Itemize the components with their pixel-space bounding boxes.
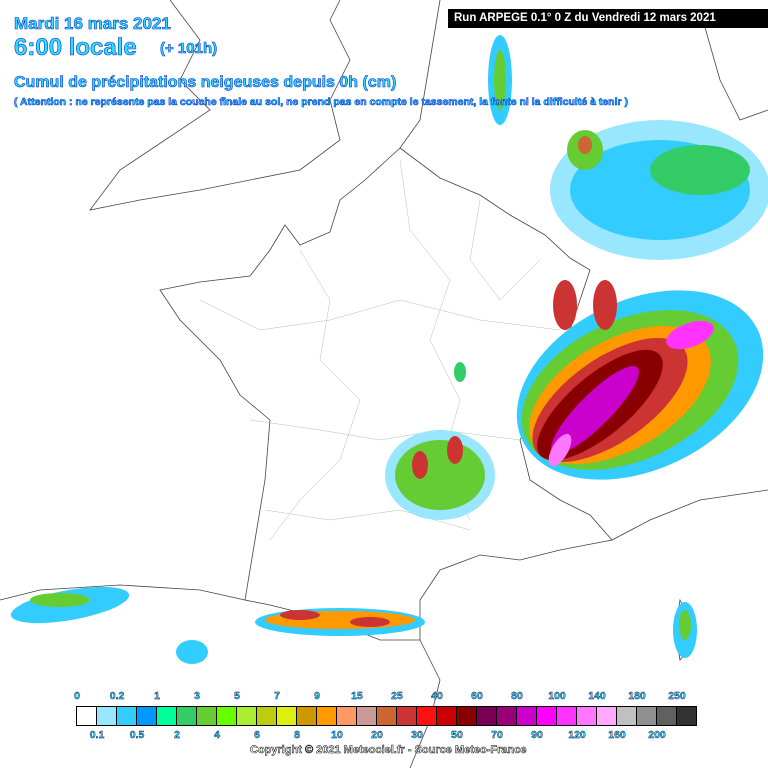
legend-label: 80: [511, 690, 523, 702]
forecast-lead-time: (+ 101h): [160, 40, 218, 58]
legend-swatch: [197, 707, 217, 725]
legend-swatch: [557, 707, 577, 725]
legend-label: 0: [74, 690, 80, 702]
forecast-date: Mardi 16 mars 2021: [14, 14, 171, 34]
legend-swatch: [377, 707, 397, 725]
legend-swatch: [117, 707, 137, 725]
legend-label: 0.5: [129, 729, 145, 741]
legend-label: 40: [431, 690, 443, 702]
legend-swatch: [657, 707, 677, 725]
legend-label: 8: [294, 729, 300, 741]
legend-label: 7: [274, 690, 280, 702]
legend-label: 140: [588, 690, 606, 702]
legend-swatch: [77, 707, 97, 725]
legend-label: 15: [351, 690, 363, 702]
legend-label: 100: [548, 690, 566, 702]
map-title: Cumul de précipitations neigeuses depuis…: [14, 74, 397, 92]
copyright: Copyright © 2021 Meteociel.fr - Source M…: [250, 744, 527, 757]
legend-swatch: [257, 707, 277, 725]
legend-label: 120: [568, 729, 586, 741]
legend-label: 6: [254, 729, 260, 741]
legend-swatch: [457, 707, 477, 725]
precipitation-fields: [10, 35, 768, 664]
legend-swatch: [437, 707, 457, 725]
legend-label: 4: [214, 729, 220, 741]
legend-label: 70: [491, 729, 503, 741]
legend-swatch: [337, 707, 357, 725]
legend-label: 200: [648, 729, 666, 741]
legend-swatch: [137, 707, 157, 725]
legend-swatch: [417, 707, 437, 725]
legend-label: 5: [234, 690, 240, 702]
legend-swatch: [97, 707, 117, 725]
legend-swatch: [477, 707, 497, 725]
legend-swatch: [577, 707, 597, 725]
legend-swatch: [617, 707, 637, 725]
legend-label: 180: [628, 690, 646, 702]
legend-swatch: [677, 707, 696, 725]
legend-swatch: [317, 707, 337, 725]
department-borders: [199, 159, 561, 541]
legend-label: 1: [154, 690, 160, 702]
legend-swatch: [297, 707, 317, 725]
legend-label: 160: [608, 729, 626, 741]
warning-note: ( Attention : ne représente pas la couch…: [14, 96, 629, 109]
legend-label: 25: [391, 690, 403, 702]
legend-swatch: [637, 707, 657, 725]
legend-label: 30: [411, 729, 423, 741]
legend-label: 2: [174, 729, 180, 741]
legend-label: 60: [471, 690, 483, 702]
legend-swatch: [597, 707, 617, 725]
legend-swatch: [397, 707, 417, 725]
legend-label: 3: [194, 690, 200, 702]
legend-swatch: [517, 707, 537, 725]
forecast-time: 6:00 locale: [14, 34, 137, 62]
legend-swatch: [157, 707, 177, 725]
legend-swatch: [237, 707, 257, 725]
legend-swatch: [177, 707, 197, 725]
legend-label: 0.2: [109, 690, 125, 702]
legend-label: 20: [371, 729, 383, 741]
color-scale-legend: [76, 706, 697, 726]
legend-swatch: [497, 707, 517, 725]
legend-label: 250: [668, 690, 686, 702]
legend-swatch: [217, 707, 237, 725]
legend-swatch: [277, 707, 297, 725]
legend-label: 10: [331, 729, 343, 741]
legend-swatch: [357, 707, 377, 725]
legend-label: 90: [531, 729, 543, 741]
legend-label: 9: [314, 690, 320, 702]
legend-label: 50: [451, 729, 463, 741]
legend-label: 0.1: [89, 729, 105, 741]
legend-swatch: [537, 707, 557, 725]
model-run-label: Run ARPEGE 0.1° 0 Z du Vendredi 12 mars …: [448, 9, 768, 28]
